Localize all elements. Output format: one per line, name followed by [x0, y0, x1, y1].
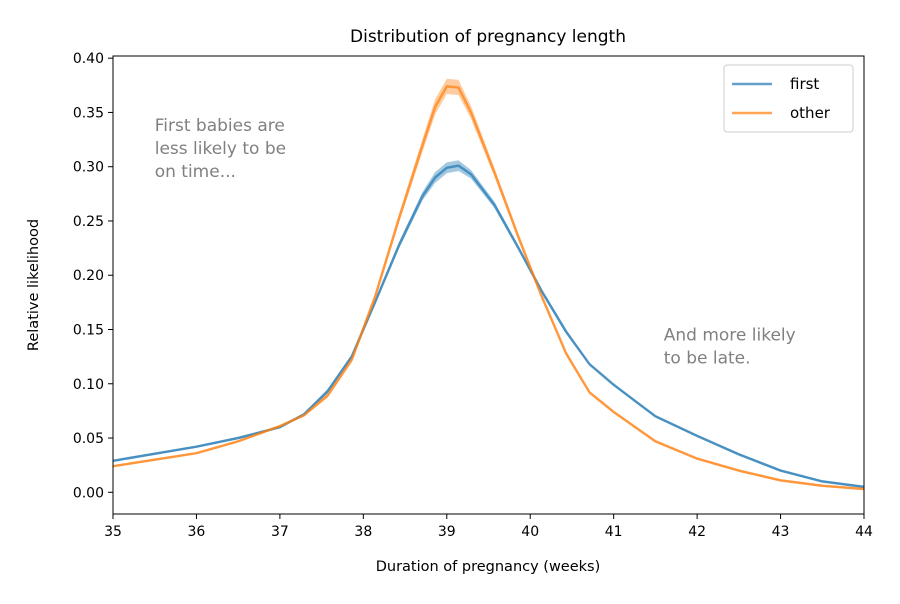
- x-tick-label: 38: [354, 524, 372, 540]
- series-first-ci-band: [113, 160, 864, 488]
- x-axis-label: Duration of pregnancy (weeks): [376, 559, 601, 575]
- x-tick-label: 42: [688, 524, 706, 540]
- y-tick-label: 0.25: [73, 214, 104, 230]
- x-tick-label: 44: [855, 524, 873, 540]
- plot-area: 35 36 37 38 39 40 41 42 43 44 0.00 0.05 0.10 0.15 0.20…: [73, 51, 873, 540]
- x-tick-label: 36: [188, 524, 206, 540]
- x-tick-label: 41: [605, 524, 623, 540]
- y-tick-label: 0.05: [73, 431, 104, 447]
- y-axis-label: Relative likelihood: [26, 219, 42, 351]
- annotation-line: on time...: [155, 162, 236, 182]
- annotation-line: And more likely: [664, 325, 796, 345]
- annotation: And more likely to be late.: [664, 325, 796, 368]
- series-other-line: [112, 85, 865, 491]
- x-tick-label: 39: [438, 524, 456, 540]
- y-tick-label: 0.20: [73, 268, 104, 284]
- chart-title: Distribution of pregnancy length: [350, 27, 626, 47]
- legend-box: [723, 64, 854, 133]
- annotation-line: First babies are: [155, 116, 285, 136]
- annotation-line: to be late.: [664, 348, 751, 368]
- y-tick-label: 0.00: [73, 485, 104, 501]
- y-tick-label: 0.30: [73, 160, 104, 176]
- x-tick-label: 35: [104, 524, 122, 540]
- axes-frame: [112, 55, 865, 515]
- x-tick-label: 37: [271, 524, 289, 540]
- legend-label-first: first: [790, 75, 819, 93]
- y-tick-label: 0.15: [73, 322, 104, 338]
- x-tick-label: 43: [772, 524, 790, 540]
- y-tick-label: 0.10: [73, 377, 104, 393]
- annotation-line: less likely to be: [155, 139, 286, 159]
- series-other-ci-band: [113, 78, 864, 491]
- annotation: First babies are less likely to be on time…: [155, 116, 286, 182]
- y-tick-label: 0.35: [73, 105, 104, 121]
- legend-label-other: other: [790, 104, 831, 122]
- x-tick-label: 40: [521, 524, 539, 540]
- y-tick-label: 0.40: [73, 51, 104, 67]
- legend: first other: [723, 64, 854, 133]
